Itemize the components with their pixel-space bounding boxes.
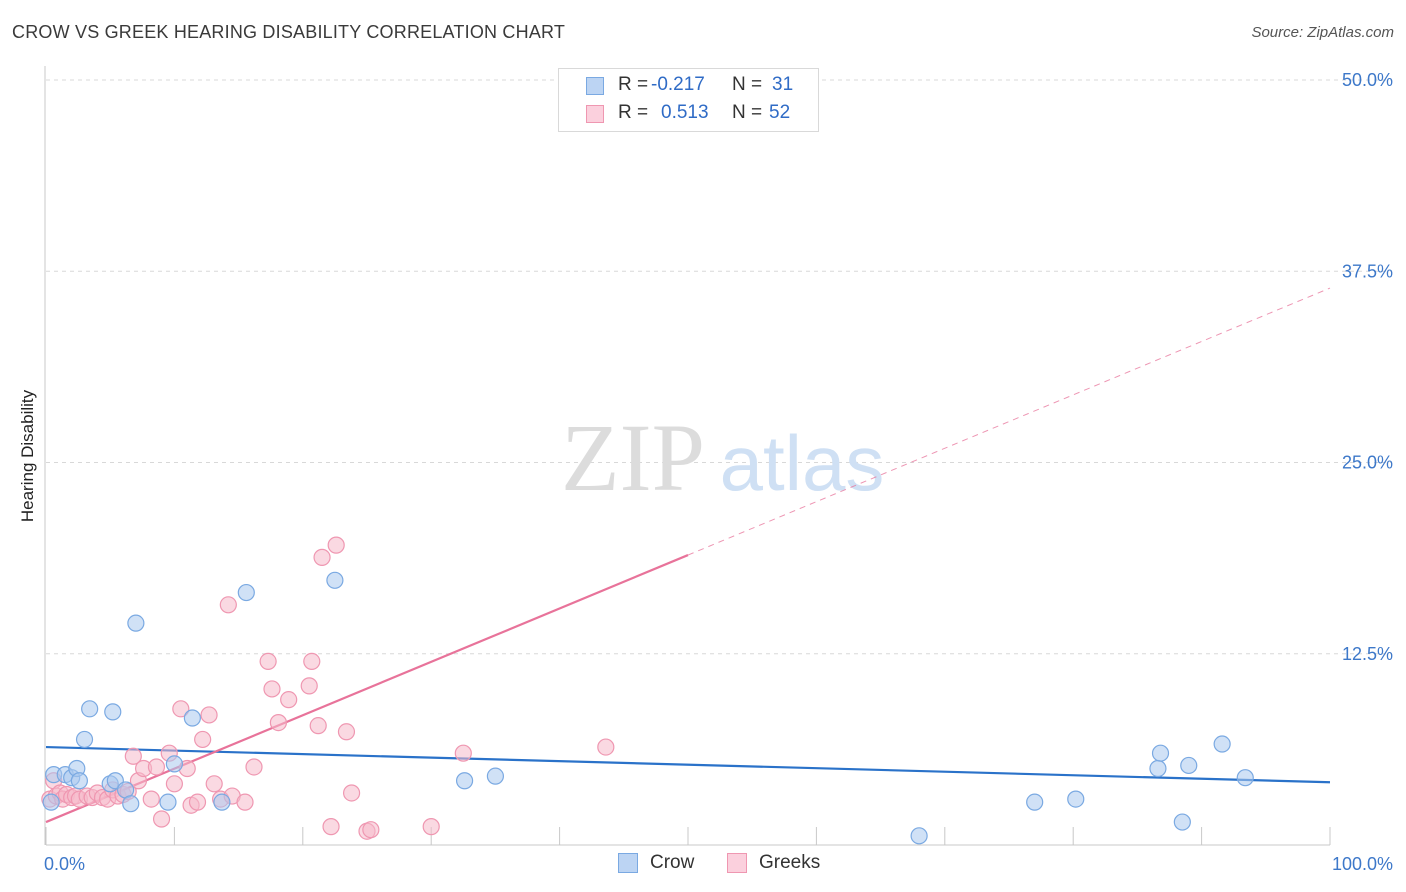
greeks-point [322, 818, 340, 836]
greeks-point [337, 723, 356, 741]
crow-point [165, 755, 183, 773]
x-tick-label-max: 100.0% [1332, 854, 1393, 874]
crow-point [1149, 759, 1167, 778]
greeks-swatch [586, 105, 604, 123]
crow-point [75, 730, 94, 749]
crow-point [1173, 813, 1191, 831]
crow-point [104, 703, 122, 721]
crow-point [910, 827, 928, 845]
greeks-point [152, 810, 171, 828]
crow-legend-label: Crow [650, 852, 695, 873]
greeks-point [313, 548, 331, 566]
crow-point [81, 700, 99, 718]
crow-point [127, 614, 145, 632]
watermark-zip: ZIP [561, 404, 705, 511]
greeks-point [303, 652, 321, 671]
legend-n-value: 31 [772, 74, 794, 95]
points-layer [41, 536, 1254, 845]
greeks-point [147, 758, 166, 776]
greeks-point [597, 738, 615, 756]
chart-title: CROW VS GREEK HEARING DISABILITY CORRELA… [12, 22, 566, 42]
crow-point [486, 767, 504, 785]
bottom-legend-crow: Crow [618, 852, 728, 876]
correlation-legend: R = -0.217 N = 31 R = 0.513 N = 52 [558, 68, 819, 132]
greeks-trend-line [45, 554, 689, 824]
greeks-trend-extension [687, 287, 1331, 556]
greeks-point [219, 596, 237, 614]
crow-point [1236, 769, 1254, 787]
crow-point [1180, 756, 1198, 775]
greeks-point [309, 717, 327, 735]
legend-n-value: 52 [769, 102, 791, 123]
greeks-point [280, 691, 298, 709]
crow-point [70, 772, 88, 790]
crow-point [183, 709, 201, 727]
crow-point [1151, 744, 1170, 762]
greeks-point [422, 818, 440, 836]
greeks-point [362, 821, 380, 839]
x-tick-label-min: 0.0% [44, 854, 85, 874]
grid-layer [44, 66, 1392, 846]
legend-row-greeks: R = 0.513 N = 52 [559, 100, 818, 128]
greeks-point [342, 784, 361, 802]
legend-r-label: R = [618, 102, 649, 123]
crow-point [213, 793, 231, 811]
crow-point [326, 571, 344, 589]
legend-row-crow: R = -0.217 N = 31 [559, 72, 818, 100]
crow-trend-line [45, 745, 1331, 784]
crow-point [159, 793, 177, 811]
greeks-point [200, 706, 218, 724]
legend-r-label: R = [618, 74, 649, 95]
y-tick-label: 37.5% [1342, 261, 1393, 281]
greeks-point [327, 536, 345, 554]
y-tick-label: 50.0% [1342, 70, 1393, 90]
crow-point [1213, 735, 1231, 753]
greeks-point [269, 713, 288, 732]
greeks-point [205, 775, 223, 793]
crow-point [42, 793, 60, 811]
crow-swatch [586, 77, 604, 95]
greeks-point [194, 730, 212, 749]
greeks-point [300, 677, 318, 695]
legend-r-value: -0.217 [651, 74, 705, 95]
greeks-point [236, 793, 254, 811]
legend-n-label: N = [732, 102, 763, 123]
y-tick-label: 25.0% [1342, 453, 1393, 473]
greeks-point [188, 793, 207, 811]
crow-legend-swatch [618, 853, 638, 873]
crow-point [237, 583, 255, 602]
crow-point [1067, 790, 1085, 808]
greeks-point [454, 744, 472, 762]
legend-r-value: 0.513 [661, 102, 709, 123]
greeks-point [245, 758, 263, 776]
y-tick-label: 12.5% [1342, 644, 1393, 664]
greeks-legend-label: Greeks [759, 852, 821, 873]
greeks-legend-swatch [727, 853, 747, 873]
greeks-point [263, 680, 281, 698]
y-axis-label: Hearing Disability [18, 389, 37, 523]
greeks-point [124, 747, 142, 765]
legend-n-label: N = [732, 74, 763, 95]
crow-point [122, 795, 140, 813]
crow-point [1026, 793, 1044, 811]
greeks-point [172, 700, 190, 718]
source-label: Source: ZipAtlas.com [1251, 24, 1394, 41]
crow-point [455, 772, 474, 790]
greeks-point [142, 790, 160, 808]
watermark-atlas: atlas [720, 419, 885, 507]
tick-label-layer: 12.5% 25.0% 37.5% 50.0% 0.0% 100.0% [44, 70, 1393, 874]
bottom-legend-greeks: Greeks [727, 852, 847, 876]
trend-layer [45, 287, 1331, 824]
greeks-point [165, 775, 183, 793]
greeks-point [259, 652, 277, 671]
